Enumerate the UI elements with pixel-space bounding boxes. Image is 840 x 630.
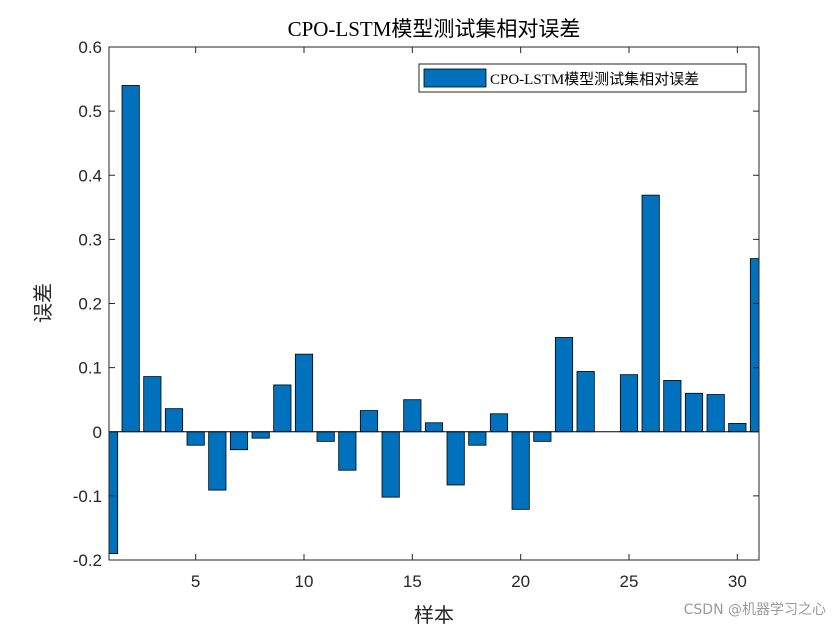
- legend-swatch: [423, 68, 487, 88]
- legend-label: CPO-LSTM模型测试集相对误差: [490, 71, 699, 88]
- bar-10: [294, 353, 314, 433]
- y-tick-label-1: -0.1: [73, 487, 102, 506]
- bar-18: [468, 431, 487, 446]
- bar-13: [359, 410, 379, 433]
- bar-11: [316, 431, 335, 442]
- bar-20: [511, 431, 530, 510]
- bar-7: [229, 431, 249, 451]
- y-tick-label-2: 0: [93, 423, 102, 442]
- bar-28: [684, 392, 704, 433]
- bar-16: [424, 422, 444, 433]
- x-tick-label-0: 5: [191, 572, 200, 591]
- y-tick-label-5: 0.3: [78, 230, 102, 249]
- x-tick-label-5: 30: [728, 572, 747, 591]
- bar-27: [663, 380, 682, 433]
- plot-area: [109, 47, 759, 560]
- legend: CPO-LSTM模型测试集相对误差: [418, 63, 747, 93]
- x-tick-label-3: 20: [511, 572, 530, 591]
- bar-29: [706, 394, 725, 433]
- bar-4: [164, 408, 184, 433]
- bar-6: [208, 431, 227, 491]
- y-tick-label-8: 0.6: [78, 38, 102, 57]
- x-axis-label: 样本: [414, 603, 454, 627]
- ticks-group: -0.2 -0.1 0 0.1 0.2 0.3 0.4 0.5 0.6 5 10 15 20 25 30: [73, 38, 759, 591]
- bar-14: [381, 431, 400, 498]
- bar-31: [749, 258, 760, 433]
- bar-21: [533, 431, 552, 442]
- y-tick-label-3: 0.1: [78, 359, 102, 378]
- bar-15: [403, 399, 422, 433]
- watermark: CSDN @机器学习之心: [684, 602, 826, 618]
- y-tick-label-6: 0.4: [78, 166, 102, 185]
- bar-30: [728, 423, 747, 433]
- bar-5: [186, 431, 205, 446]
- bar-9: [273, 384, 292, 433]
- bar-26: [641, 194, 660, 433]
- x-tick-label-4: 25: [620, 572, 639, 591]
- y-axis-label: 误差: [31, 283, 55, 323]
- bar-2: [121, 85, 140, 433]
- y-tick-label-7: 0.5: [78, 102, 102, 121]
- bar-23: [576, 371, 595, 433]
- bar-12: [338, 431, 357, 471]
- bar-17: [446, 431, 465, 486]
- y-tick-label-4: 0.2: [78, 295, 102, 314]
- bar-8: [251, 431, 270, 439]
- bar-3: [143, 376, 162, 433]
- bars-group: [108, 85, 760, 554]
- y-tick-label-0: -0.2: [73, 551, 102, 570]
- bar-25: [619, 374, 639, 433]
- chart-title: CPO-LSTM模型测试集相对误差: [288, 17, 581, 41]
- bar-1: [108, 431, 119, 554]
- bar-22: [554, 337, 574, 433]
- x-tick-label-1: 10: [295, 572, 314, 591]
- bar-19: [489, 413, 509, 433]
- x-tick-label-2: 15: [403, 572, 422, 591]
